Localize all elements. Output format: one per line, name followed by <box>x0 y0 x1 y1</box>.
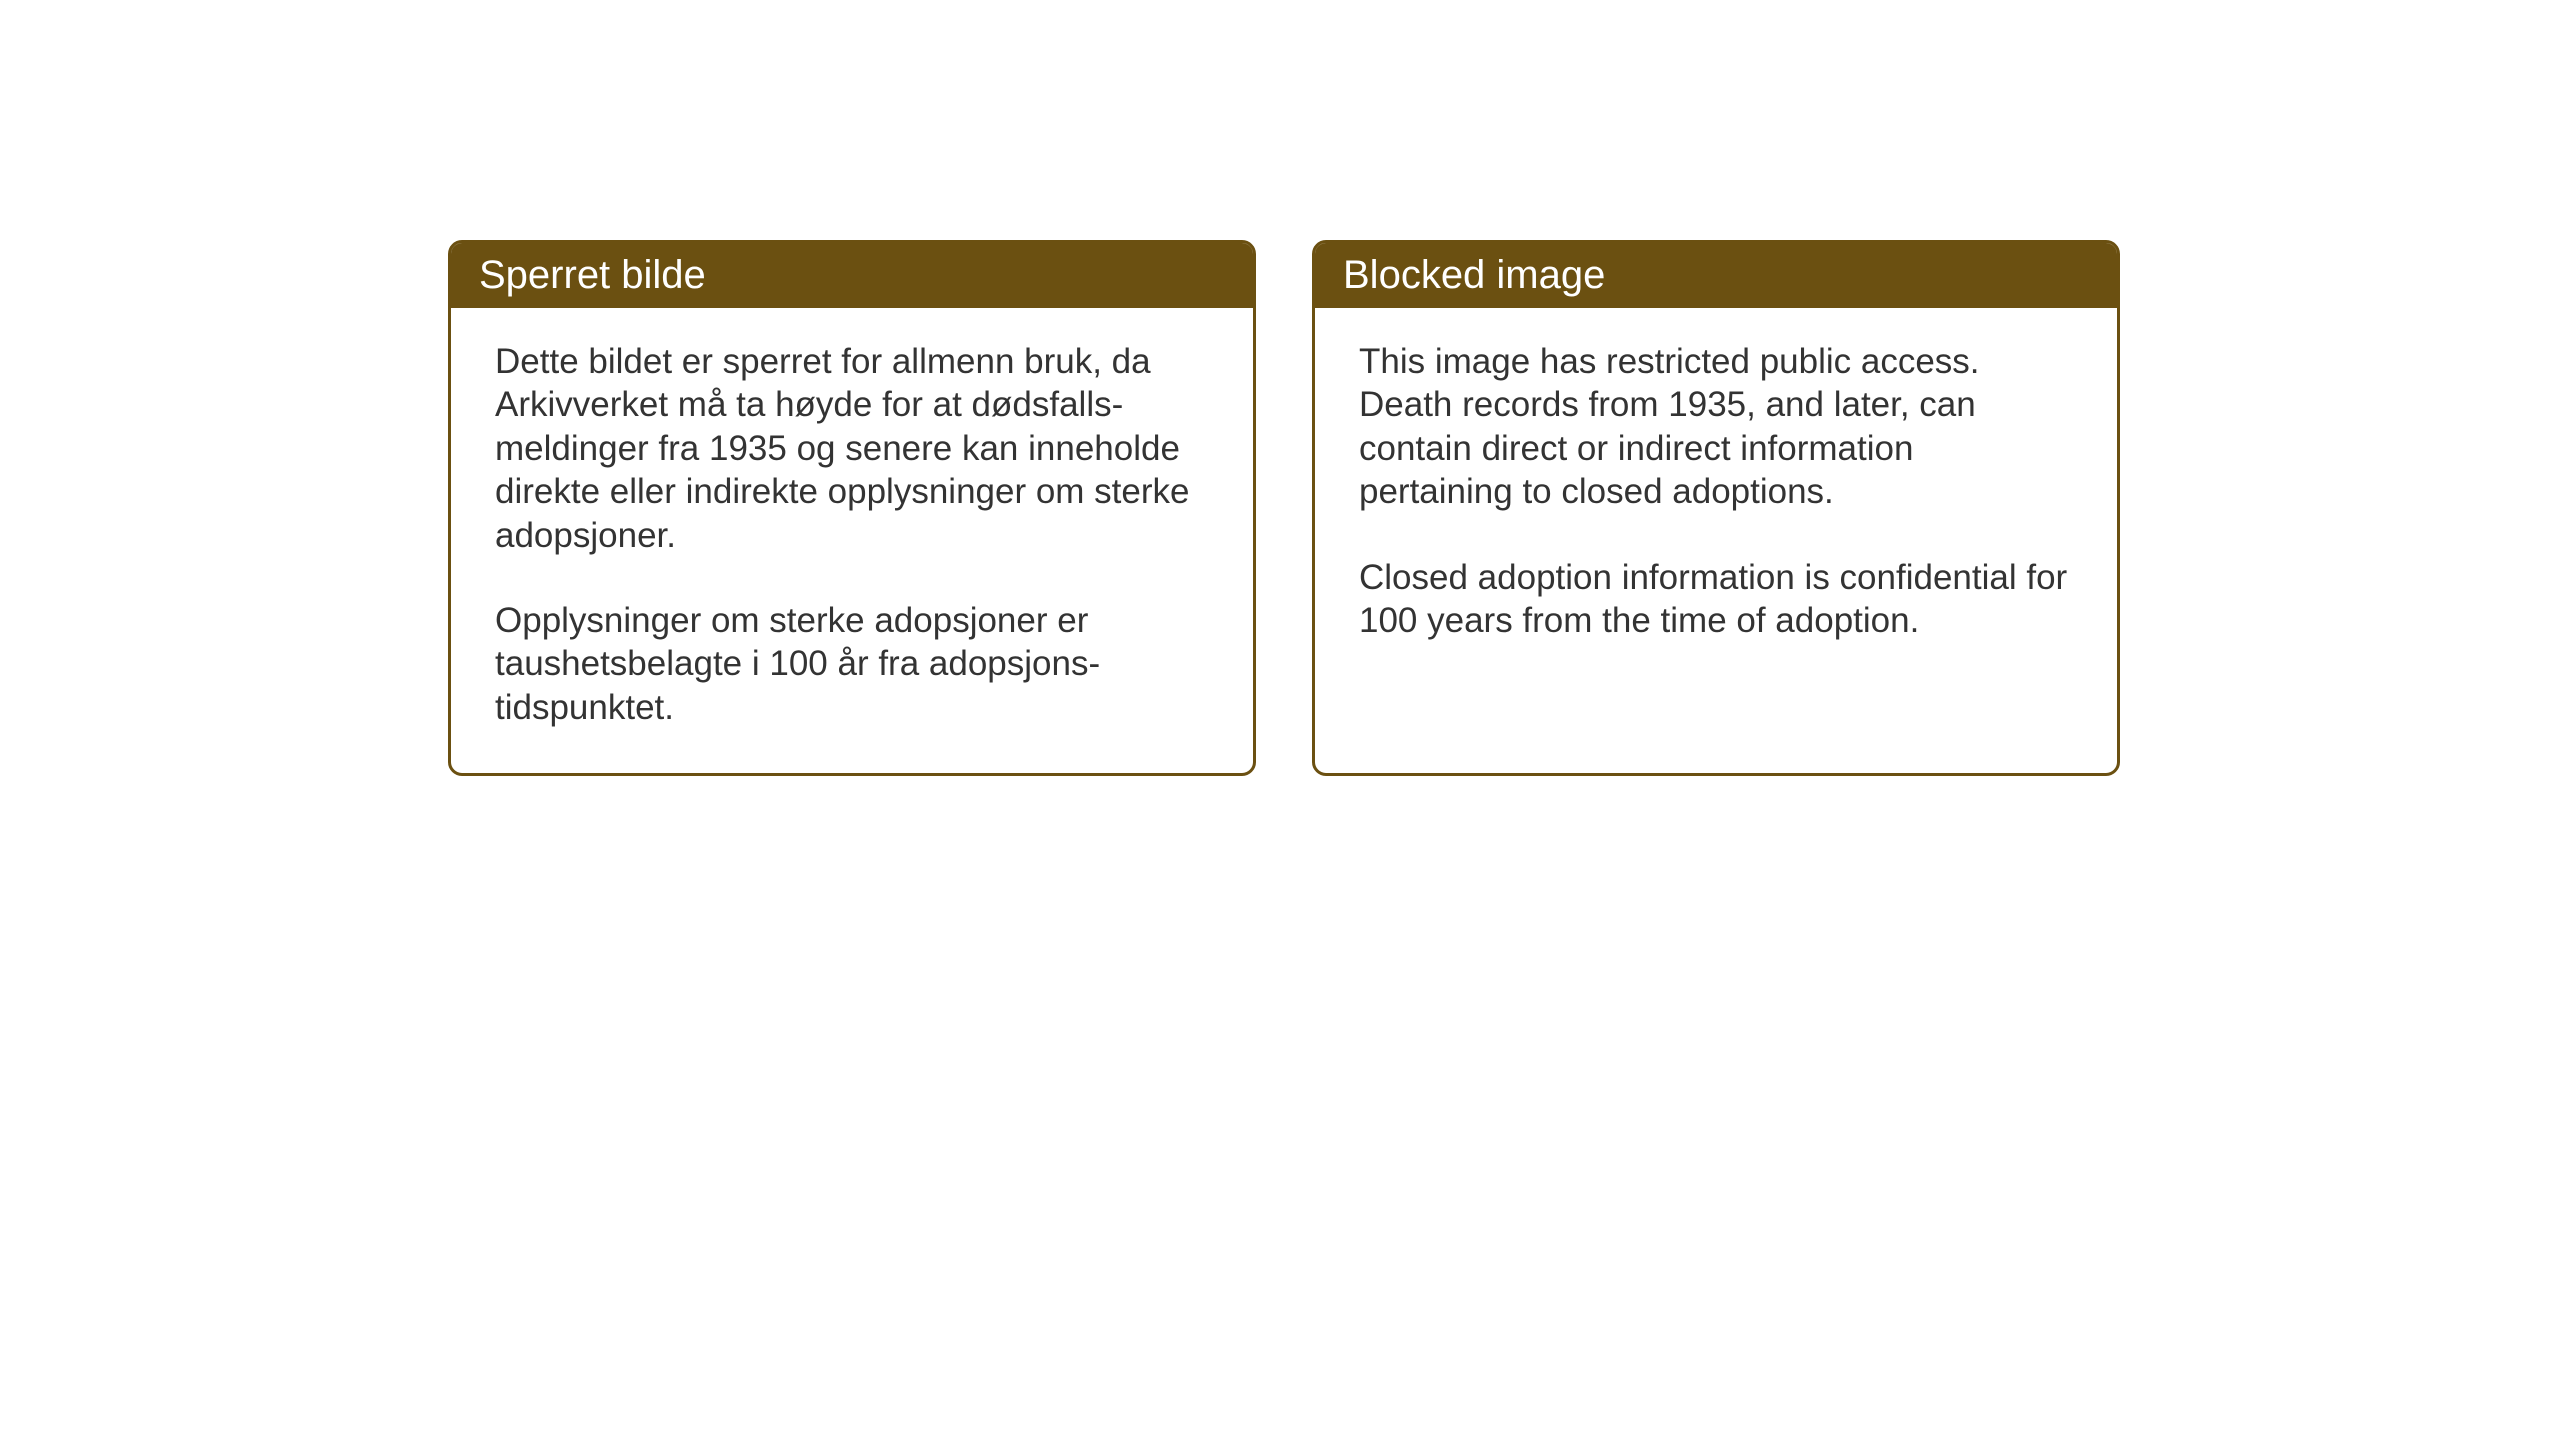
notice-title-english: Blocked image <box>1343 253 1605 297</box>
notice-paragraph-2-norwegian: Opplysninger om sterke adopsjoner er tau… <box>495 599 1209 729</box>
notice-box-english: Blocked image This image has restricted … <box>1312 240 2120 776</box>
notice-header-norwegian: Sperret bilde <box>451 243 1253 308</box>
notice-box-norwegian: Sperret bilde Dette bildet er sperret fo… <box>448 240 1256 776</box>
notice-title-norwegian: Sperret bilde <box>479 253 706 297</box>
notice-paragraph-1-english: This image has restricted public access.… <box>1359 340 2073 514</box>
notice-header-english: Blocked image <box>1315 243 2117 308</box>
notice-paragraph-2-english: Closed adoption information is confident… <box>1359 556 2073 643</box>
notice-body-norwegian: Dette bildet er sperret for allmenn bruk… <box>451 308 1253 773</box>
notice-paragraph-1-norwegian: Dette bildet er sperret for allmenn bruk… <box>495 340 1209 557</box>
notice-container: Sperret bilde Dette bildet er sperret fo… <box>448 240 2120 776</box>
notice-body-english: This image has restricted public access.… <box>1315 308 2117 686</box>
